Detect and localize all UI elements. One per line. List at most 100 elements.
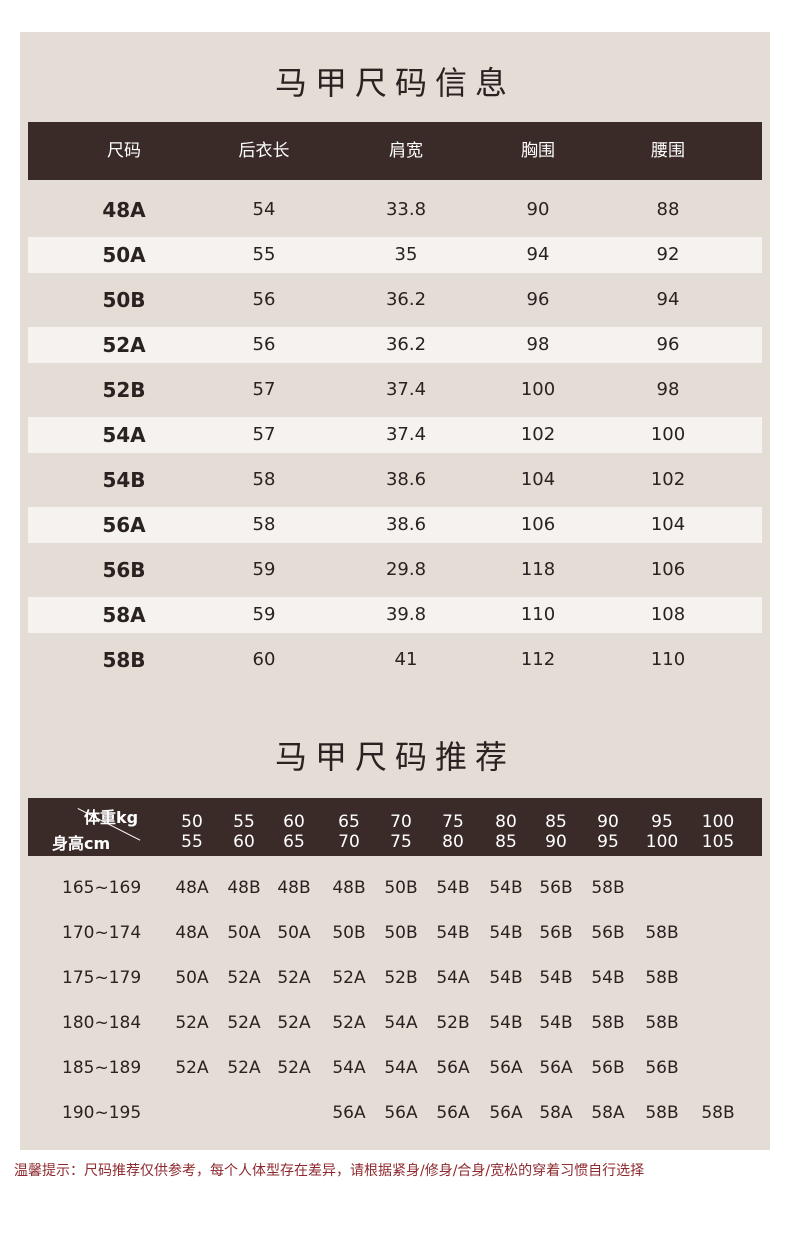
recommended-size-cell: 58B xyxy=(591,878,625,898)
size-cell: 58B xyxy=(102,648,146,672)
height-label: 身高cm xyxy=(52,834,111,853)
size-row: 48A 54 33.8 90 88 xyxy=(28,192,762,228)
recommended-size-cell: 50B xyxy=(332,923,366,943)
height-range-label: 165~169 xyxy=(62,878,142,898)
recommended-size-cell: 56A xyxy=(332,1103,366,1123)
measure-cell: 104 xyxy=(650,514,686,535)
weight-max: 95 xyxy=(597,832,619,852)
size-row: 50B 56 36.2 96 94 xyxy=(28,282,762,318)
measure-cell: 59 xyxy=(252,604,276,625)
recommended-size-cell: 56B xyxy=(591,1058,625,1078)
weight-min: 100 xyxy=(701,812,735,832)
weight-max: 80 xyxy=(442,832,464,852)
measure-cell: 58 xyxy=(252,469,276,490)
recommend-title: 马甲尺码推荐 xyxy=(274,738,515,776)
weight-range-column: 100 105 xyxy=(690,812,746,852)
weight-max: 90 xyxy=(545,832,567,852)
measure-cell: 38.6 xyxy=(385,514,427,535)
recommended-size-cell: 52A xyxy=(277,968,311,988)
recommend-row: 180~184 52A 52A 52A 52A 54A 52B 54B 54B 58B 58B xyxy=(28,1008,762,1038)
size-cell: 56B xyxy=(102,558,146,582)
size-cell: 58A xyxy=(102,603,146,627)
size-cell: 52A xyxy=(102,333,146,357)
measure-cell: 94 xyxy=(656,289,680,310)
recommended-size-cell: 54B xyxy=(436,923,470,943)
recommended-size-cell: 52A xyxy=(332,968,366,988)
recommended-size-cell: 50B xyxy=(384,923,418,943)
recommended-size-cell: 52B xyxy=(436,1013,470,1033)
recommended-size-cell: 56A xyxy=(436,1103,470,1123)
height-range-label: 185~189 xyxy=(62,1058,142,1078)
recommended-size-cell: 48B xyxy=(277,878,311,898)
measure-cell: 90 xyxy=(526,199,550,220)
recommended-size-cell: 56A xyxy=(436,1058,470,1078)
recommended-size-cell: 58B xyxy=(645,923,679,943)
weight-range-column: 65 70 xyxy=(321,812,377,852)
recommended-size-cell: 50B xyxy=(384,878,418,898)
recommended-size-cell: 56A xyxy=(539,1058,573,1078)
weight-max: 65 xyxy=(283,832,305,852)
weight-min: 50 xyxy=(181,812,203,832)
weight-min: 75 xyxy=(442,812,464,832)
recommended-size-cell: 56A xyxy=(489,1058,523,1078)
recommended-size-cell: 54B xyxy=(489,878,523,898)
weight-min: 70 xyxy=(390,812,412,832)
weight-max: 85 xyxy=(495,832,517,852)
measure-cell: 96 xyxy=(526,289,550,310)
weight-min: 85 xyxy=(545,812,567,832)
size-cell: 54B xyxy=(102,468,146,492)
weight-min: 60 xyxy=(283,812,305,832)
weight-range-column: 50 55 xyxy=(164,812,220,852)
recommended-size-cell: 52B xyxy=(384,968,418,988)
weight-max: 105 xyxy=(701,832,735,852)
measure-cell: 108 xyxy=(650,604,686,625)
measure-cell: 57 xyxy=(252,379,276,400)
recommended-size-cell: 50A xyxy=(277,923,311,943)
measure-cell: 102 xyxy=(650,469,686,490)
weight-max: 75 xyxy=(390,832,412,852)
recommended-size-cell: 54B xyxy=(539,968,573,988)
measure-cell: 118 xyxy=(520,559,556,580)
measure-cell: 96 xyxy=(656,334,680,355)
weight-min: 90 xyxy=(597,812,619,832)
measure-cell: 41 xyxy=(394,649,418,670)
weight-range-column: 60 65 xyxy=(266,812,322,852)
measure-cell: 100 xyxy=(520,379,556,400)
measure-cell: 37.4 xyxy=(385,379,427,400)
recommended-size-cell: 56B xyxy=(539,878,573,898)
recommended-size-cell: 52A xyxy=(277,1058,311,1078)
measure-cell: 56 xyxy=(252,334,276,355)
measure-cell: 38.6 xyxy=(385,469,427,490)
weight-range-column: 80 85 xyxy=(478,812,534,852)
recommended-size-cell: 58B xyxy=(645,968,679,988)
size-row: 52A 56 36.2 98 96 xyxy=(28,327,762,363)
recommended-size-cell: 54B xyxy=(591,968,625,988)
header-shoulder: 肩宽 xyxy=(389,141,423,161)
measure-cell: 92 xyxy=(656,244,680,265)
size-table-header: 尺码 后衣长 肩宽 胸围 腰围 xyxy=(28,122,762,180)
measure-cell: 110 xyxy=(650,649,686,670)
recommend-row: 165~169 48A 48B 48B 48B 50B 54B 54B 56B 58B xyxy=(28,873,762,903)
tip-note: 温馨提示：尺码推荐仅供参考，每个人体型存在差异，请根据紧身/修身/合身/宽松的穿… xyxy=(14,1163,645,1179)
weight-max: 70 xyxy=(338,832,360,852)
weight-max: 100 xyxy=(645,832,679,852)
weight-range-column: 75 80 xyxy=(425,812,481,852)
weight-range-column: 90 95 xyxy=(580,812,636,852)
recommended-size-cell: 56B xyxy=(645,1058,679,1078)
weight-min: 80 xyxy=(495,812,517,832)
measure-cell: 29.8 xyxy=(385,559,427,580)
content-panel xyxy=(20,32,770,1150)
recommended-size-cell: 58B xyxy=(645,1103,679,1123)
measure-cell: 37.4 xyxy=(385,424,427,445)
measure-cell: 36.2 xyxy=(385,334,427,355)
measure-cell: 56 xyxy=(252,289,276,310)
recommended-size-cell: 52A xyxy=(175,1013,209,1033)
size-cell: 54A xyxy=(102,423,146,447)
recommended-size-cell: 54A xyxy=(384,1013,418,1033)
recommended-size-cell: 58B xyxy=(701,1103,735,1123)
recommended-size-cell: 48B xyxy=(332,878,366,898)
height-range-label: 175~179 xyxy=(62,968,142,988)
size-row: 50A 55 35 94 92 xyxy=(28,237,762,273)
recommended-size-cell: 54B xyxy=(489,923,523,943)
size-row: 52B 57 37.4 100 98 xyxy=(28,372,762,408)
